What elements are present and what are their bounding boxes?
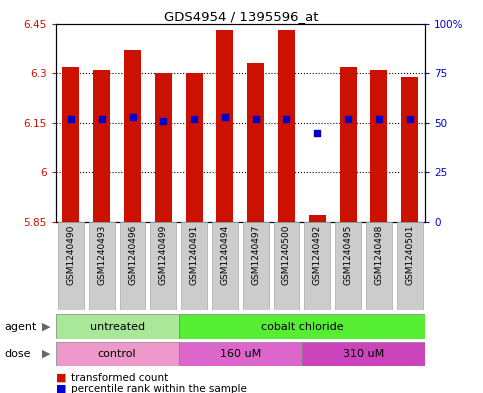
Text: cobalt chloride: cobalt chloride bbox=[260, 321, 343, 332]
Text: GSM1240492: GSM1240492 bbox=[313, 225, 322, 285]
Text: GDS4954 / 1395596_at: GDS4954 / 1395596_at bbox=[164, 10, 319, 23]
Bar bbox=[401, 77, 418, 222]
Text: dose: dose bbox=[5, 349, 31, 359]
Bar bbox=[273, 222, 299, 310]
Bar bbox=[309, 215, 326, 222]
Bar bbox=[93, 70, 110, 222]
Text: transformed count: transformed count bbox=[71, 373, 168, 383]
Point bbox=[375, 116, 383, 122]
Point bbox=[406, 116, 413, 122]
Text: GSM1240495: GSM1240495 bbox=[343, 225, 353, 285]
Point bbox=[159, 118, 167, 124]
Bar bbox=[366, 222, 392, 310]
Text: GSM1240500: GSM1240500 bbox=[282, 225, 291, 285]
Point bbox=[313, 130, 321, 136]
Bar bbox=[58, 222, 84, 310]
Text: ■: ■ bbox=[56, 373, 66, 383]
Bar bbox=[89, 222, 114, 310]
Bar bbox=[120, 222, 145, 310]
Bar bbox=[247, 63, 264, 222]
Text: percentile rank within the sample: percentile rank within the sample bbox=[71, 384, 247, 393]
Bar bbox=[304, 222, 330, 310]
Point bbox=[128, 114, 136, 120]
Text: ■: ■ bbox=[56, 384, 66, 393]
Bar bbox=[335, 222, 361, 310]
Bar bbox=[56, 342, 179, 366]
Bar bbox=[278, 30, 295, 222]
Text: GSM1240494: GSM1240494 bbox=[220, 225, 229, 285]
Bar bbox=[302, 342, 425, 366]
Text: GSM1240498: GSM1240498 bbox=[374, 225, 384, 285]
Text: control: control bbox=[98, 349, 136, 359]
Point bbox=[67, 116, 75, 122]
Bar bbox=[155, 73, 172, 222]
Bar bbox=[340, 66, 356, 222]
Text: GSM1240491: GSM1240491 bbox=[190, 225, 199, 285]
Text: ▶: ▶ bbox=[42, 349, 50, 359]
Text: GSM1240501: GSM1240501 bbox=[405, 225, 414, 285]
Bar bbox=[370, 70, 387, 222]
Bar bbox=[243, 222, 269, 310]
Point bbox=[190, 116, 198, 122]
Point bbox=[221, 114, 229, 120]
Point bbox=[98, 116, 106, 122]
Text: GSM1240490: GSM1240490 bbox=[67, 225, 75, 285]
Bar bbox=[179, 342, 302, 366]
Text: GSM1240497: GSM1240497 bbox=[251, 225, 260, 285]
Bar bbox=[56, 314, 179, 339]
Text: GSM1240499: GSM1240499 bbox=[159, 225, 168, 285]
Bar bbox=[179, 314, 425, 339]
Text: 310 uM: 310 uM bbox=[343, 349, 384, 359]
Text: GSM1240493: GSM1240493 bbox=[97, 225, 106, 285]
Bar bbox=[150, 222, 176, 310]
Point bbox=[344, 116, 352, 122]
Text: 160 uM: 160 uM bbox=[220, 349, 261, 359]
Bar bbox=[124, 50, 141, 222]
Text: untreated: untreated bbox=[89, 321, 145, 332]
Bar bbox=[397, 222, 423, 310]
Bar bbox=[212, 222, 238, 310]
Bar bbox=[185, 73, 202, 222]
Bar bbox=[181, 222, 207, 310]
Bar bbox=[216, 30, 233, 222]
Text: GSM1240496: GSM1240496 bbox=[128, 225, 137, 285]
Text: agent: agent bbox=[5, 321, 37, 332]
Point bbox=[252, 116, 259, 122]
Bar bbox=[62, 66, 79, 222]
Point bbox=[283, 116, 290, 122]
Text: ▶: ▶ bbox=[42, 321, 50, 332]
